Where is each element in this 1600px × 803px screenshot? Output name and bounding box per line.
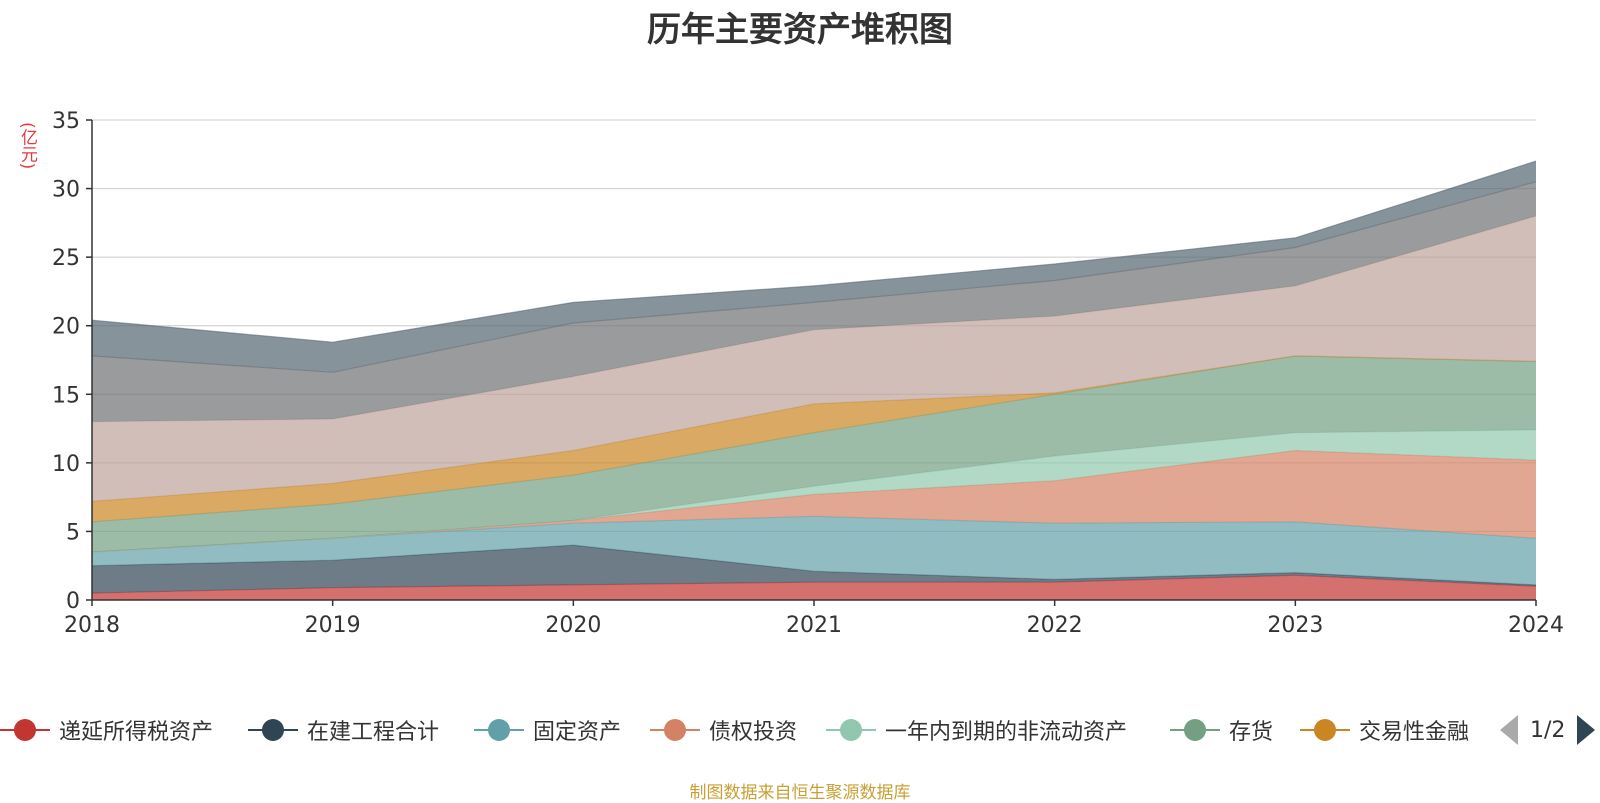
legend-item[interactable]: 在建工程合计	[248, 712, 439, 748]
series-area-4	[92, 429, 1536, 552]
series-area-5	[92, 355, 1536, 552]
y-tick-label: 25	[52, 246, 80, 271]
x-tick-label: 2022	[1027, 613, 1083, 638]
series-area-0	[92, 575, 1536, 600]
legend-marker-icon	[1300, 712, 1350, 748]
x-tick-label: 2019	[305, 613, 361, 638]
legend-item[interactable]: 一年内到期的非流动资产	[826, 712, 1127, 748]
legend-marker-icon	[474, 712, 524, 748]
legend-marker-icon	[1170, 712, 1220, 748]
legend-pager: 1/2	[1500, 712, 1596, 748]
legend-item[interactable]: 递延所得税资产	[0, 712, 213, 748]
series-area-3	[92, 450, 1536, 552]
series-line-9	[91, 160, 1537, 343]
legend-item[interactable]: 债权投资	[650, 712, 797, 748]
x-tick-label: 2018	[64, 613, 120, 638]
series-area-8	[92, 181, 1536, 422]
legend-label: 递延所得税资产	[59, 720, 214, 745]
y-tick-label: 0	[66, 589, 80, 614]
legend-item[interactable]: 交易性金融	[1300, 712, 1469, 748]
legend-label: 固定资产	[533, 720, 622, 745]
legend-page-indicator: 1/2	[1530, 717, 1566, 743]
y-axis-unit-label: (亿元)	[17, 122, 37, 170]
y-tick-label: 30	[52, 178, 80, 203]
legend-label: 一年内到期的非流动资产	[885, 720, 1128, 745]
x-tick-label: 2023	[1267, 613, 1323, 638]
x-tick-label: 2021	[786, 613, 842, 638]
legend-label: 债权投资	[709, 720, 798, 745]
legend-label: 存货	[1229, 720, 1274, 745]
series-area-7	[92, 216, 1536, 502]
y-tick-label: 10	[52, 452, 80, 477]
chart-legend: 递延所得税资产 在建工程合计 固定资产 债权投资 一年内到期的非流动资产 存货 交易性金融	[0, 712, 1600, 748]
data-source-note: 制图数据来自恒生聚源数据库	[689, 783, 911, 803]
legend-marker-icon	[826, 712, 876, 748]
legend-marker-icon	[248, 712, 298, 748]
chart-title: 历年主要资产堆积图	[647, 10, 953, 50]
legend-item[interactable]: 固定资产	[474, 712, 621, 748]
legend-label: 交易性金融	[1359, 720, 1470, 745]
legend-marker-icon	[0, 712, 50, 748]
series-area-1	[92, 545, 1536, 594]
y-tick-label: 35	[52, 109, 80, 134]
y-tick-label: 15	[52, 383, 80, 408]
stacked-area-chart: 0 5 10 15 20 25 30 35 2018 2019 2020 2021 2022 2023 20…	[52, 109, 1564, 638]
series-area-2	[92, 516, 1536, 585]
legend-prev-page-icon[interactable]	[1500, 715, 1518, 745]
x-tick-label: 2020	[545, 613, 601, 638]
legend-marker-icon	[650, 712, 700, 748]
legend-item[interactable]: 存货	[1170, 712, 1273, 748]
y-tick-label: 20	[52, 315, 80, 340]
series-area-6	[92, 355, 1536, 522]
y-tick-label: 5	[66, 520, 80, 545]
x-tick-label: 2024	[1508, 613, 1564, 638]
legend-next-page-icon[interactable]	[1577, 715, 1596, 745]
series-area-9	[92, 161, 1536, 373]
legend-label: 在建工程合计	[307, 720, 440, 745]
